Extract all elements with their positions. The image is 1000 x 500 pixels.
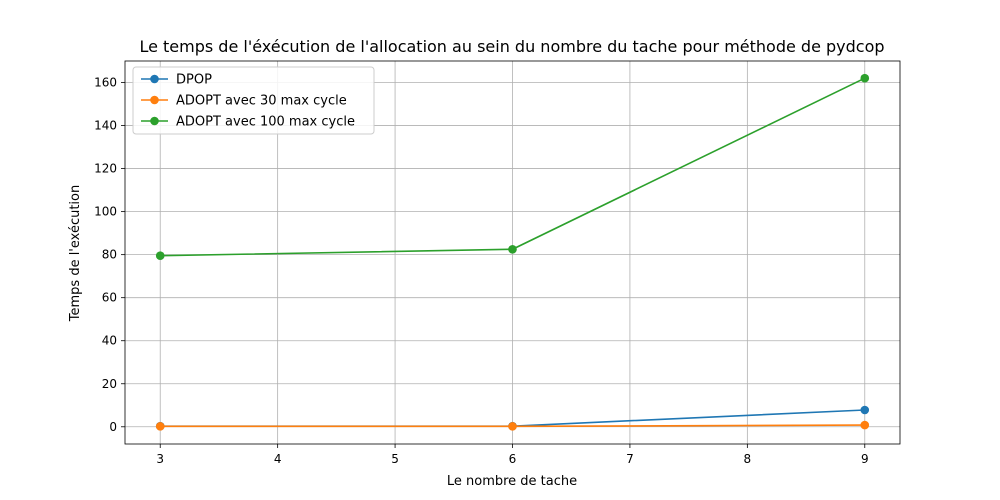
ticks: 3 4 5 6 7 8 9 0 20 40 60 80 100 120 140 160	[94, 76, 868, 466]
legend-marker	[150, 116, 159, 126]
y-axis-label: Temps de l'exécution	[68, 185, 83, 322]
chart-title: Le temps de l'éxécution de l'allocation …	[139, 37, 884, 56]
y-tick-label: 120	[94, 162, 117, 176]
data-point-dpop	[860, 405, 870, 415]
legend-label: ADOPT avec 30 max cycle	[176, 94, 347, 109]
data-point-adopt-avec-100-max-cycle	[860, 73, 870, 83]
x-tick-label: 5	[391, 452, 399, 466]
legend-label: ADOPT avec 100 max cycle	[176, 115, 355, 130]
y-tick-label: 160	[94, 76, 117, 90]
x-tick-label: 7	[626, 452, 634, 466]
data-point-adopt-avec-100-max-cycle	[155, 251, 165, 261]
x-tick-label: 9	[861, 452, 869, 466]
x-axis-label: Le nombre de tache	[447, 474, 577, 489]
legend-box	[132, 66, 375, 135]
x-tick-label: 6	[509, 452, 517, 466]
x-tick-label: 4	[274, 452, 282, 466]
series-group	[155, 73, 870, 431]
data-point-adopt-avec-100-max-cycle	[508, 244, 517, 254]
y-tick-label: 100	[94, 205, 117, 219]
y-tick-label: 140	[94, 119, 117, 133]
y-tick-label: 60	[102, 291, 117, 305]
data-point-adopt-avec-30-max-cycle	[508, 422, 517, 431]
data-point-adopt-avec-30-max-cycle	[155, 422, 165, 431]
data-point-adopt-avec-30-max-cycle	[860, 420, 870, 430]
x-tick-label: 8	[744, 452, 752, 466]
y-tick-label: 40	[102, 334, 117, 348]
y-tick-label: 80	[102, 248, 117, 262]
legend-marker	[150, 74, 159, 84]
legend-marker	[150, 95, 159, 105]
legend-label: DPOP	[176, 73, 212, 88]
x-tick-label: 3	[156, 452, 164, 466]
y-tick-label: 0	[109, 420, 117, 434]
legend: DPOP ADOPT avec 30 max cycle ADOPT avec 10…	[132, 66, 375, 135]
y-tick-label: 20	[102, 377, 117, 391]
